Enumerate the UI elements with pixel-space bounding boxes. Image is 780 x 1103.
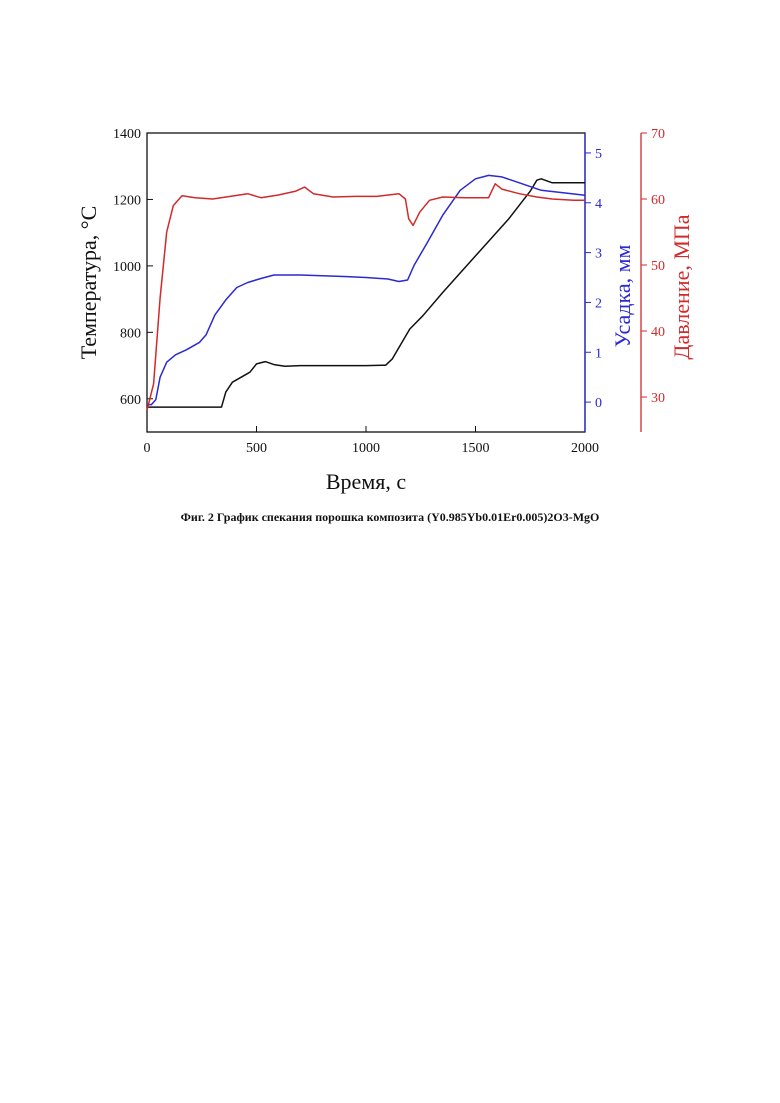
- left-tick-label: 1000: [113, 260, 141, 275]
- shrinkage-axis-title: Усадка, мм: [610, 244, 635, 347]
- left-axis-title: Температура, °C: [76, 206, 101, 360]
- series-layer: [147, 175, 585, 410]
- figure-caption: Фиг. 2 График спекания порошка композита…: [0, 510, 780, 525]
- left-tick-label: 800: [120, 326, 141, 341]
- x-tick-label: 500: [246, 441, 267, 456]
- left-tick-label: 1400: [113, 127, 141, 142]
- plot-frame: [147, 133, 585, 432]
- plot-box: [147, 133, 585, 432]
- shrinkage-tick-label: 2: [595, 296, 602, 311]
- left-tick-label: 1200: [113, 193, 141, 208]
- pressure-tick-label: 70: [651, 127, 665, 142]
- shrinkage-line: [147, 175, 585, 404]
- pressure-line: [147, 184, 585, 410]
- x-axis-title: Время, с: [326, 469, 406, 494]
- left-tick-label: 600: [120, 393, 141, 408]
- shrinkage-tick-label: 1: [595, 346, 602, 361]
- pressure-tick-label: 40: [651, 325, 665, 340]
- sintering-figure: 0 500 1000 1500 2000 600 800 1000 1200 1400 0 1 2 3 4 5…: [0, 0, 780, 560]
- shrinkage-tick-label: 0: [595, 396, 602, 411]
- x-tick-label: 0: [144, 441, 151, 456]
- shrinkage-tick-label: 5: [595, 147, 602, 162]
- shrinkage-tick-label: 3: [595, 247, 602, 262]
- temperature-line: [147, 179, 585, 407]
- x-tick-label: 1000: [352, 441, 380, 456]
- pressure-tick-label: 30: [651, 391, 665, 406]
- shrinkage-tick-label: 4: [595, 197, 602, 212]
- x-tick-label: 1500: [462, 441, 490, 456]
- x-tick-label: 2000: [571, 441, 599, 456]
- pressure-axis-title: Давление, МПа: [669, 214, 694, 359]
- pressure-tick-label: 60: [651, 193, 665, 208]
- pressure-tick-label: 50: [651, 259, 665, 274]
- sintering-chart: 0 500 1000 1500 2000 600 800 1000 1200 1400 0 1 2 3 4 5…: [0, 0, 780, 560]
